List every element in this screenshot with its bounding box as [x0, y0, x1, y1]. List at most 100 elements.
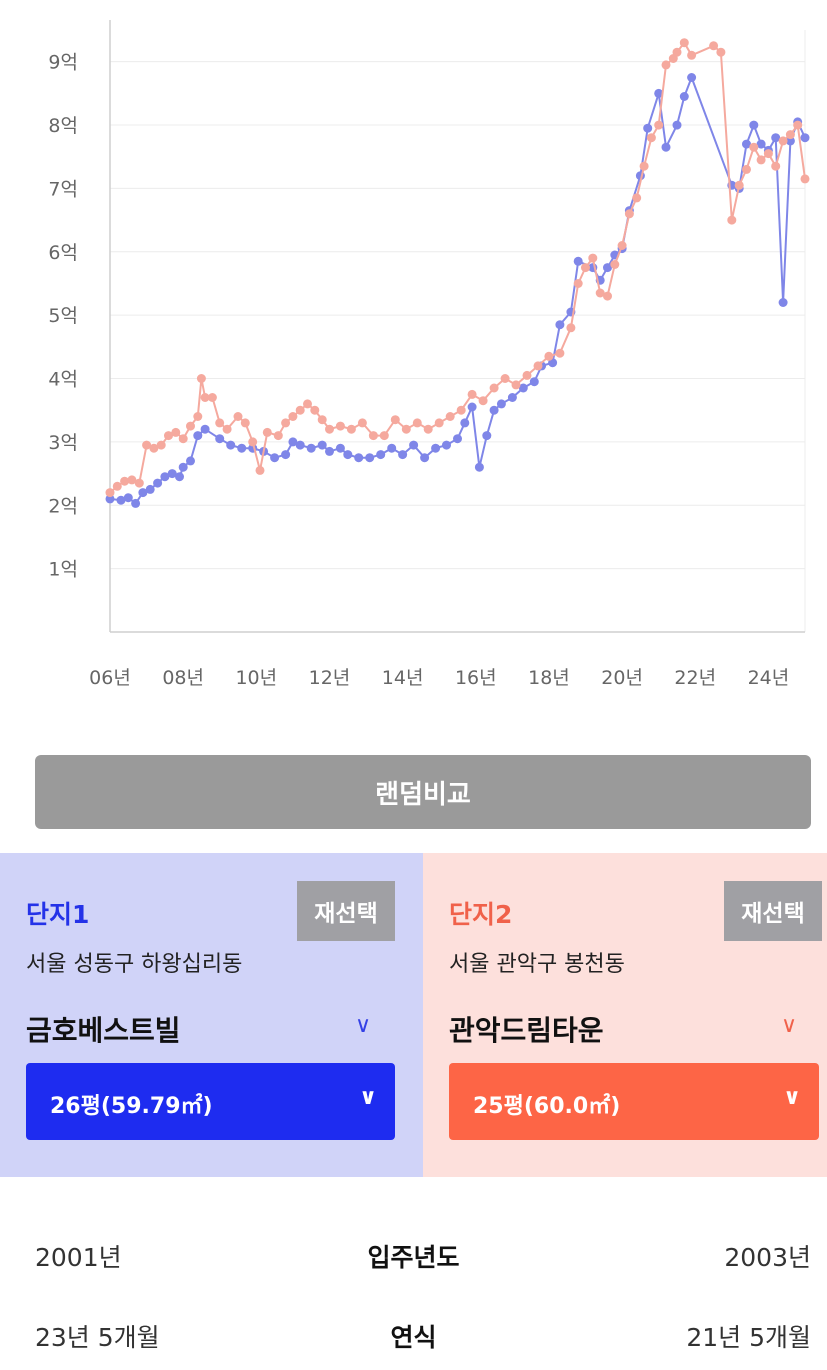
x-tick-label: 06년: [89, 667, 131, 689]
x-tick-label: 20년: [601, 667, 643, 689]
price-comparison-chart: 1억 2억 3억 4억 5억 6억 7억 8억 9억 06년 08년 10년 12년 14년 16년 18년 2…: [48, 20, 810, 689]
series-1-point: [661, 142, 671, 152]
series-2-point: [112, 481, 122, 491]
series-1-point: [325, 446, 334, 456]
series-2-point: [573, 279, 583, 288]
series-1-point: [431, 443, 441, 453]
series-1-point: [160, 472, 170, 482]
series-2-point: [127, 475, 137, 485]
x-tick-label: 12년: [309, 667, 351, 689]
series-2-point: [778, 136, 788, 146]
chevron-down-icon: ∨: [359, 1085, 377, 1110]
series-2-point: [603, 291, 612, 301]
series-2-point: [303, 399, 312, 409]
complex2-name-dropdown[interactable]: 관악드림타운: [449, 1014, 604, 1047]
series-1-point: [153, 478, 163, 488]
x-tick-label: 24년: [748, 667, 790, 689]
complex2-size-select[interactable]: 25평(60.0㎡) ∨: [449, 1063, 819, 1140]
series-2-point: [544, 351, 554, 361]
series-2-point: [687, 50, 697, 60]
series-2-point: [186, 421, 195, 431]
series-2-point: [335, 421, 345, 431]
series-2-point: [288, 412, 298, 421]
series-1-point: [145, 484, 155, 494]
series-1-point: [672, 120, 682, 130]
series-1-point: [138, 488, 148, 498]
series-2-point: [522, 370, 532, 380]
series-2-point: [610, 260, 620, 269]
series-2-point: [196, 374, 206, 383]
chevron-down-icon: ∨: [783, 1085, 801, 1110]
series-1-point: [771, 133, 781, 143]
chevron-down-icon[interactable]: ∨: [355, 1013, 372, 1038]
y-tick-label: 6억: [48, 242, 78, 264]
complex1-address: 서울 성동구 하왕십리동: [26, 952, 243, 977]
series-2-point: [763, 149, 773, 159]
complex1-panel: 단지1 재선택 서울 성동구 하왕십리동 금호베스트빌 ∨ 26평(59.79㎡…: [0, 853, 423, 1177]
series-2-point: [632, 193, 642, 203]
complex1-name-dropdown[interactable]: 금호베스트빌: [26, 1014, 181, 1047]
series-2-point: [533, 361, 543, 371]
series-2-point: [661, 60, 671, 70]
series-2-point: [478, 396, 488, 406]
series-2-line: [109, 40, 806, 494]
series-2-point: [785, 130, 795, 140]
info-row-age: 23년 5개월 연식 21년 5개월: [0, 1310, 827, 1360]
complex1-move-in-year: 2001년: [35, 1243, 122, 1272]
series-2-point: [134, 478, 144, 488]
series-1-point: [186, 456, 195, 466]
series-1-point: [335, 443, 345, 453]
series-1-point: [442, 440, 451, 450]
complex2-size-label: 25평(60.0㎡): [473, 1094, 621, 1119]
random-compare-button[interactable]: 랜덤비교: [35, 755, 811, 829]
series-2-point: [624, 209, 634, 219]
series-2-point: [734, 180, 744, 190]
series-2-point: [445, 412, 455, 421]
series-2-point: [727, 215, 737, 225]
series-2-point: [716, 47, 726, 57]
series-2-point: [771, 161, 781, 171]
series-1-point: [749, 120, 759, 130]
series-1-point: [573, 256, 583, 266]
complex1-size-label: 26평(59.79㎡): [50, 1094, 213, 1119]
series-2-point: [595, 288, 605, 298]
series-1-point: [518, 383, 528, 393]
series-2-point: [709, 41, 719, 51]
series-1-point: [778, 298, 788, 307]
series-2-point: [456, 405, 466, 415]
series-1-point: [175, 472, 184, 482]
series-1-point: [555, 320, 565, 330]
series-1-point: [420, 453, 430, 463]
series-2-point: [262, 427, 272, 437]
series-1-point: [387, 443, 397, 453]
series-2-point: [149, 443, 159, 453]
series-1-point: [756, 139, 766, 149]
series-2-point: [489, 383, 499, 393]
series-1-point: [529, 377, 539, 387]
series-2-point: [423, 424, 433, 434]
series-2-point: [467, 389, 477, 399]
chevron-down-icon[interactable]: ∨: [781, 1013, 798, 1038]
series-1-point: [306, 443, 316, 453]
series-1-point: [687, 73, 697, 82]
series-1-point: [317, 440, 327, 450]
series-1-point: [270, 453, 280, 463]
series-1-point: [489, 405, 499, 415]
y-tick-label: 1억: [48, 559, 78, 581]
complex2-reselect-button[interactable]: 재선택: [724, 881, 822, 941]
complex1-reselect-button[interactable]: 재선택: [297, 881, 395, 941]
x-tick-label: 14년: [382, 667, 424, 689]
series-1-point: [178, 462, 188, 472]
series-2-point: [248, 437, 258, 447]
series-2-point: [434, 418, 444, 428]
complex2-panel: 단지2 재선택 서울 관악구 봉천동 관악드림타운 ∨ 25평(60.0㎡) ∨: [423, 853, 827, 1177]
series-1-point: [288, 437, 298, 447]
series-1-point: [603, 263, 612, 273]
x-tick-label: 18년: [528, 667, 570, 689]
y-tick-label: 8억: [48, 115, 78, 137]
series-1-point: [131, 498, 141, 508]
x-tick-label: 10년: [235, 667, 277, 689]
x-tick-label: 22년: [674, 667, 716, 689]
complex1-size-select[interactable]: 26평(59.79㎡) ∨: [26, 1063, 395, 1140]
series-1-point: [123, 493, 133, 503]
